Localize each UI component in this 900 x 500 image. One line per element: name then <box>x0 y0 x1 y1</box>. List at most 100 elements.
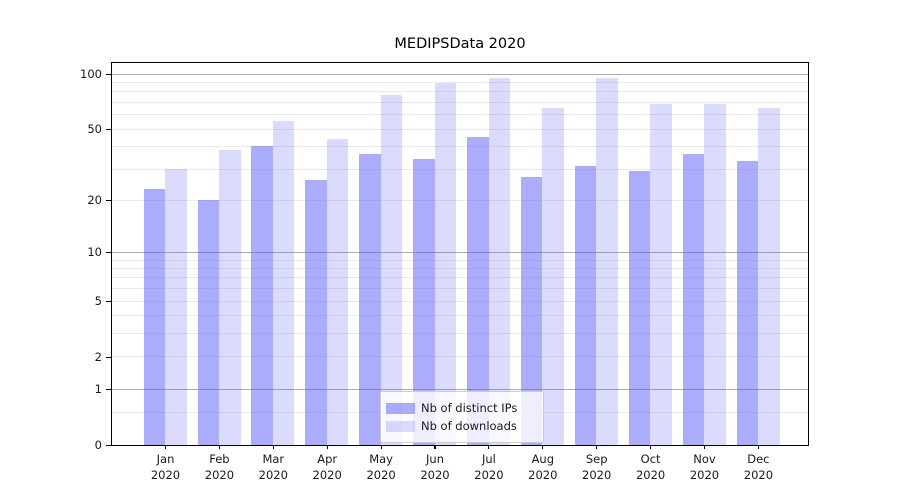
x-tick-mark <box>757 445 759 449</box>
gridline-minor <box>111 91 808 93</box>
legend-label: Nb of distinct IPs <box>421 401 518 415</box>
gridline-minor <box>111 288 808 290</box>
bar-oct-ips <box>628 171 651 445</box>
x-tick-year: 2020 <box>743 468 774 482</box>
bar-feb-downloads <box>219 150 241 445</box>
x-tick-year: 2020 <box>204 468 235 482</box>
x-tick-mark <box>488 445 490 449</box>
y-tick-label: 1 <box>94 382 102 397</box>
gridline-minor <box>111 82 808 83</box>
bar-apr-downloads <box>326 138 349 445</box>
x-tick-month: Feb <box>209 452 230 466</box>
x-tick-label: May 2020 <box>353 451 409 483</box>
bar-nov-ips <box>682 154 705 445</box>
legend-row: Nb of distinct IPs <box>386 400 535 416</box>
bar-may-ips <box>359 154 381 445</box>
x-tick-year: 2020 <box>528 468 558 482</box>
gridline-minor <box>111 199 808 201</box>
x-tick-month: Jul <box>481 452 496 466</box>
y-tick-mark <box>106 301 111 303</box>
x-tick-year: 2020 <box>474 468 504 482</box>
y-tick-label: 10 <box>87 245 102 260</box>
chart-title: MEDIPSData 2020 <box>394 36 526 52</box>
x-tick-month: Aug <box>531 452 555 466</box>
x-tick-label: Aug 2020 <box>515 451 571 483</box>
x-tick-label: Jul 2020 <box>461 451 517 483</box>
bar-dec-downloads <box>758 107 780 445</box>
plot-area <box>110 61 809 446</box>
y-tick-label: 100 <box>80 67 102 81</box>
x-tick-mark <box>703 445 706 449</box>
y-tick-mark <box>106 200 111 202</box>
bar-mar-ips <box>251 146 273 445</box>
bar-may-downloads <box>380 95 403 445</box>
gridline-minor <box>111 315 808 317</box>
x-tick-label: Apr 2020 <box>299 451 355 483</box>
bar-apr-ips <box>305 179 327 445</box>
x-tick-label: Jan 2020 <box>138 451 194 483</box>
bar-aug-downloads <box>542 107 564 445</box>
gridline-minor <box>111 146 808 148</box>
gridline-minor <box>111 168 808 170</box>
gridline-minor <box>111 300 808 302</box>
x-tick-month: Dec <box>747 452 770 466</box>
x-tick-month: Jan <box>156 452 175 466</box>
legend-rows: Nb of distinct IPs Nb of downloads <box>386 400 535 434</box>
legend-swatch-ips <box>386 402 415 414</box>
x-tick-year: 2020 <box>420 468 450 482</box>
bar-dec-ips <box>736 161 758 445</box>
x-tick-month: Oct <box>640 452 661 466</box>
x-tick-year: 2020 <box>366 468 396 482</box>
bar-jun-downloads <box>434 82 457 445</box>
legend: Nb of distinct IPs Nb of downloads <box>380 391 544 443</box>
bar-oct-downloads <box>650 104 672 445</box>
x-tick-label: Feb 2020 <box>191 451 247 483</box>
y-tick-label: 50 <box>87 121 102 136</box>
x-tick-month: May <box>369 452 393 466</box>
x-tick-label: Jun 2020 <box>407 451 463 483</box>
gridline-minor <box>111 333 808 335</box>
bar-nov-downloads <box>704 104 726 445</box>
x-tick-month: Nov <box>693 452 716 466</box>
x-tick-mark <box>272 445 274 449</box>
bar-mar-downloads <box>272 121 295 445</box>
bar-jul-ips <box>467 136 489 445</box>
y-tick-label: 2 <box>94 349 102 364</box>
x-tick-mark <box>218 445 220 449</box>
y-tick-label: 20 <box>87 193 102 208</box>
gridline-minor <box>111 259 808 261</box>
y-tick-label: 5 <box>94 294 102 308</box>
bar-sep-ips <box>574 166 597 445</box>
x-tick-year: 2020 <box>635 468 666 482</box>
gridline-minor <box>111 268 808 269</box>
x-tick-mark <box>164 445 167 449</box>
y-tick-label: 0 <box>94 438 102 452</box>
gridline-major <box>111 388 808 390</box>
y-tick-mark <box>106 445 111 447</box>
gridline-major <box>111 73 808 75</box>
x-tick-mark <box>326 445 328 449</box>
x-tick-month: Sep <box>585 452 608 466</box>
gridline-major <box>111 251 808 253</box>
bar-jan-ips <box>143 189 166 445</box>
x-tick-label: Nov 2020 <box>677 451 733 483</box>
gridline-minor <box>111 277 808 279</box>
x-tick-year: 2020 <box>150 468 181 482</box>
gridline-minor <box>111 114 808 116</box>
y-tick-mark <box>106 252 111 254</box>
y-tick-mark <box>106 356 111 358</box>
legend-label: Nb of downloads <box>421 419 517 433</box>
x-tick-mark <box>434 445 436 449</box>
gridline-minor <box>111 128 808 130</box>
gridline-minor <box>111 101 808 103</box>
x-tick-month: Mar <box>262 452 285 466</box>
x-tick-mark <box>650 445 652 449</box>
x-tick-year: 2020 <box>582 468 612 482</box>
x-tick-mark <box>542 445 544 449</box>
y-tick-mark <box>106 389 111 391</box>
x-tick-label: Mar 2020 <box>245 451 301 483</box>
bar-jul-downloads <box>488 77 510 445</box>
x-tick-year: 2020 <box>689 468 720 482</box>
bar-aug-ips <box>520 176 543 445</box>
